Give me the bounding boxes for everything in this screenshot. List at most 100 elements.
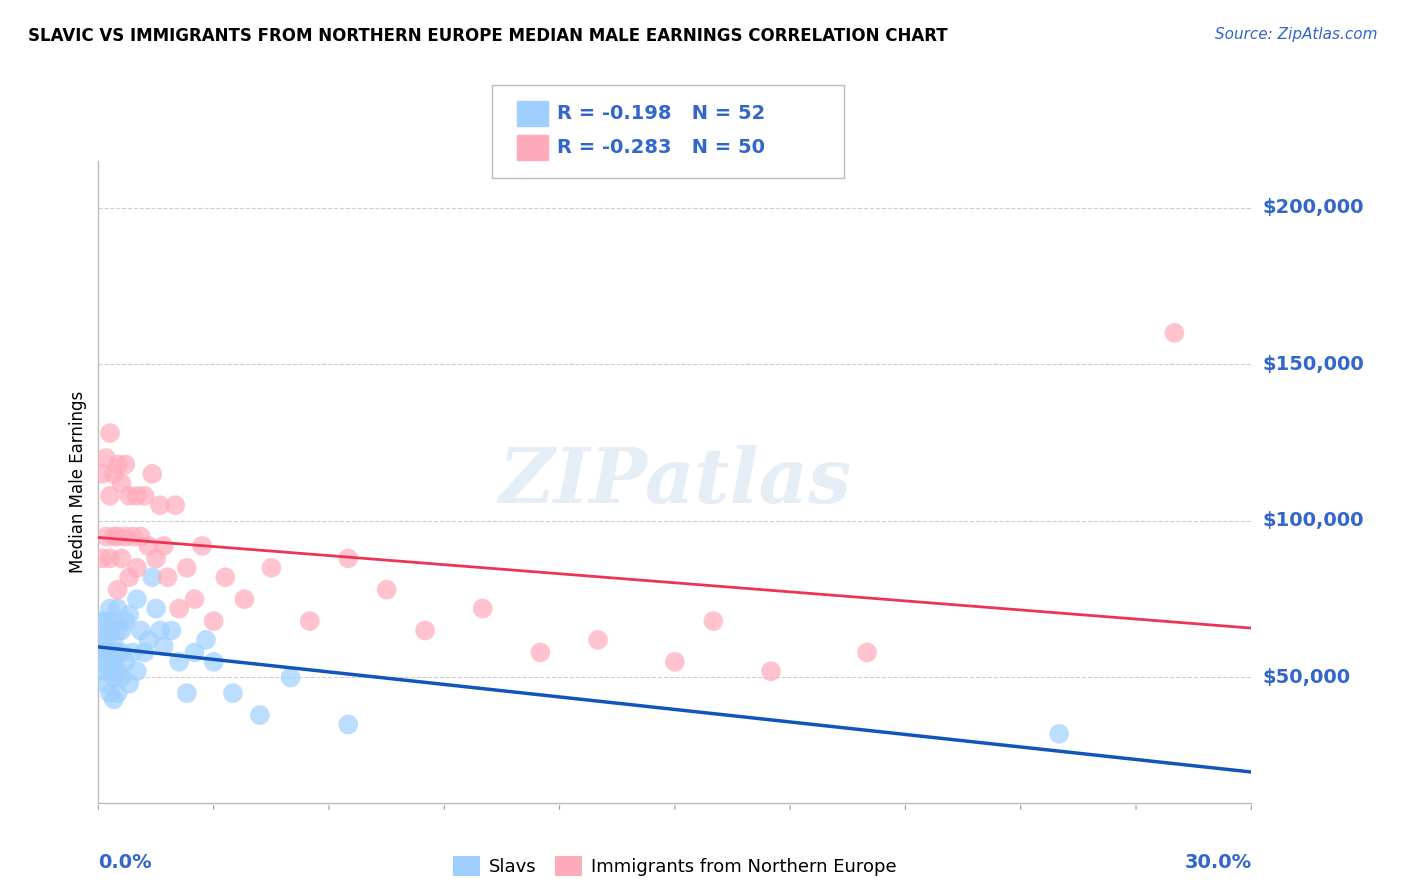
Point (110, 671, 132, 685)
Point (260, 561, 283, 575)
Point (110, 551, 132, 566)
Text: $100,000: $100,000 (1263, 511, 1364, 531)
Point (107, 529, 129, 543)
Point (141, 570, 163, 584)
Point (118, 677, 141, 691)
Point (118, 570, 141, 584)
Point (298, 614, 321, 628)
Point (94, 451, 117, 466)
Point (103, 692, 125, 706)
Point (91, 467, 114, 481)
Point (183, 592, 205, 607)
Point (149, 498, 172, 512)
Point (145, 601, 167, 615)
Point (183, 645, 205, 659)
Point (375, 582, 398, 597)
Point (91, 551, 114, 566)
Point (94, 645, 117, 659)
Point (702, 614, 724, 628)
Text: $200,000: $200,000 (1263, 198, 1364, 217)
Point (160, 624, 183, 638)
Point (94, 529, 117, 543)
Point (98, 551, 121, 566)
Point (114, 529, 136, 543)
Point (1163, 326, 1185, 340)
Point (125, 592, 148, 607)
Point (134, 489, 156, 503)
Legend: Slavs, Immigrants from Northern Europe: Slavs, Immigrants from Northern Europe (446, 848, 904, 884)
Point (91, 632, 114, 647)
Point (91, 645, 114, 659)
Point (103, 614, 125, 628)
Point (103, 529, 125, 543)
Point (125, 561, 148, 575)
Point (129, 529, 152, 543)
Point (138, 632, 160, 647)
Point (94, 614, 117, 628)
Point (214, 570, 236, 584)
Text: Source: ZipAtlas.com: Source: ZipAtlas.com (1215, 27, 1378, 42)
Point (107, 458, 129, 472)
Point (114, 655, 136, 669)
Point (856, 645, 879, 659)
Point (114, 614, 136, 628)
Point (337, 717, 360, 731)
Point (110, 624, 132, 638)
Point (98, 664, 121, 678)
Point (176, 686, 198, 700)
Point (129, 624, 152, 638)
Point (103, 467, 125, 481)
Y-axis label: Median Male Earnings: Median Male Earnings (69, 391, 87, 573)
Point (125, 664, 148, 678)
Point (249, 708, 271, 723)
Point (94, 632, 117, 647)
Point (107, 601, 129, 615)
Point (413, 624, 436, 638)
Point (118, 489, 141, 503)
Point (141, 467, 163, 481)
Point (98, 426, 121, 441)
Point (118, 607, 141, 622)
Point (98, 645, 121, 659)
Text: R = -0.198   N = 52: R = -0.198 N = 52 (557, 103, 765, 123)
Point (152, 639, 174, 653)
Point (98, 601, 121, 615)
Point (195, 632, 218, 647)
Point (222, 686, 245, 700)
Point (91, 614, 114, 628)
Point (156, 570, 179, 584)
Text: R = -0.283   N = 50: R = -0.283 N = 50 (557, 137, 765, 157)
Point (103, 671, 125, 685)
Point (586, 632, 609, 647)
Text: ZIPatlas: ZIPatlas (498, 445, 852, 518)
Point (122, 645, 145, 659)
Text: 0.0%: 0.0% (98, 853, 152, 871)
Point (134, 645, 156, 659)
Text: $150,000: $150,000 (1263, 355, 1365, 374)
Point (233, 592, 256, 607)
Point (94, 655, 117, 669)
Point (471, 601, 494, 615)
Point (122, 529, 145, 543)
Text: 30.0%: 30.0% (1184, 853, 1251, 871)
Point (107, 645, 129, 659)
Point (145, 551, 167, 566)
Point (167, 601, 190, 615)
Point (152, 539, 174, 553)
Point (110, 645, 132, 659)
Point (114, 458, 136, 472)
Point (110, 476, 132, 491)
Text: $50,000: $50,000 (1263, 668, 1351, 687)
Point (280, 671, 302, 685)
Point (664, 655, 686, 669)
Point (138, 539, 160, 553)
Point (98, 489, 121, 503)
Point (337, 551, 360, 566)
Point (103, 632, 125, 647)
Point (1047, 727, 1070, 741)
Point (759, 664, 782, 678)
Point (98, 686, 121, 700)
Point (98, 624, 121, 638)
Point (125, 489, 148, 503)
Point (94, 677, 117, 691)
